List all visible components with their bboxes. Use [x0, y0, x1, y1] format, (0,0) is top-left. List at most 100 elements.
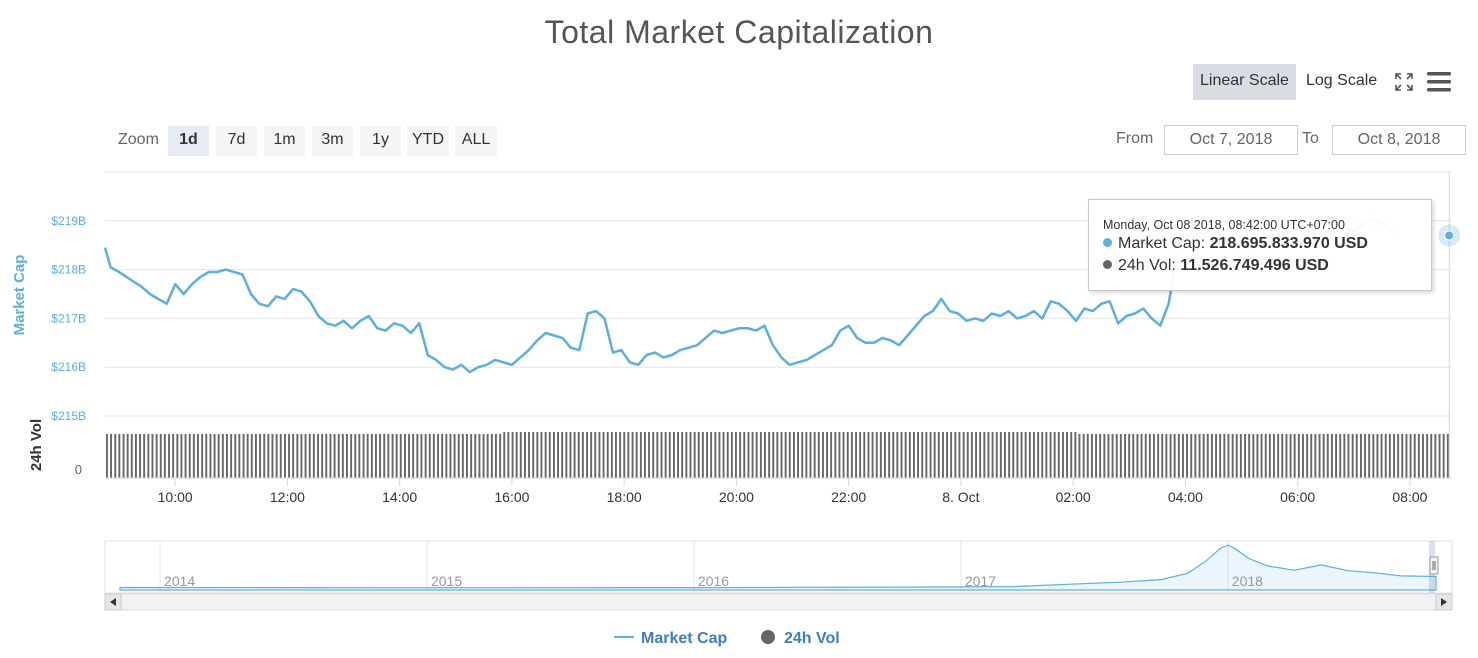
from-date-input[interactable]: Oct 7, 2018 [1164, 125, 1298, 155]
vol-bar [284, 434, 286, 478]
vol-bar [1206, 434, 1209, 478]
vol-bar [192, 434, 195, 478]
tooltip-market-cap-row: Market Cap: 218.695.833.970 USD [1103, 235, 1368, 253]
navigator-scrollbar[interactable] [104, 593, 1453, 611]
vol-bar [1326, 434, 1329, 478]
vol-bar [1215, 434, 1217, 478]
navigator-area [119, 544, 1437, 591]
fullscreen-icon[interactable] [1394, 72, 1414, 92]
vol-bar [1339, 434, 1342, 478]
vol-bar [1124, 434, 1126, 478]
scroll-right-arrow-icon [1441, 598, 1447, 606]
vol-bar [784, 432, 787, 478]
vol-bar [586, 432, 588, 478]
vol-bar [979, 432, 982, 478]
navigator-handle[interactable] [1429, 556, 1439, 575]
vol-bar [1074, 432, 1077, 478]
y-tick-label: $216B [51, 360, 86, 374]
vol-bar [110, 434, 112, 478]
zoom-1m-button[interactable]: 1m [264, 126, 305, 156]
vol-bar [1086, 434, 1089, 478]
vol-bar [188, 434, 191, 478]
vol-bar [1285, 434, 1288, 478]
to-date-input[interactable]: Oct 8, 2018 [1332, 125, 1466, 155]
vol-bar [424, 434, 427, 478]
vol-bar [122, 434, 125, 478]
zoom-ytd-button[interactable]: YTD [407, 126, 449, 156]
vol-bar [1409, 434, 1412, 478]
log-scale-button[interactable]: Log Scale [1306, 72, 1378, 89]
vol-bar [1144, 434, 1147, 478]
zoom-7d-button[interactable]: 7d [216, 126, 257, 156]
zoom-3m-button[interactable]: 3m [312, 126, 353, 156]
zoom-all-button[interactable]: ALL [455, 126, 497, 156]
vol-bar [544, 432, 547, 478]
vol-bar [1115, 434, 1118, 478]
vol-bar [1057, 432, 1060, 478]
vol-bar [1306, 434, 1309, 478]
vol-bar [1016, 432, 1019, 478]
vol-bar [1033, 432, 1035, 478]
vol-bar [1293, 434, 1296, 478]
linear-scale-button[interactable]: Linear Scale [1193, 64, 1296, 100]
vol-bar [809, 432, 812, 478]
vol-bar [217, 434, 220, 478]
vol-bar [1364, 434, 1366, 478]
vol-bar [205, 434, 208, 478]
vol-bar [1248, 434, 1251, 478]
vol-bar [250, 434, 253, 478]
vol-bar [1190, 434, 1193, 478]
x-tick-label: 18:00 [607, 489, 642, 505]
vol-bar [759, 432, 762, 478]
vol-bar [958, 432, 961, 478]
vol-bar [532, 432, 535, 478]
vol-bar [987, 432, 990, 478]
from-label: From [1116, 130, 1154, 147]
vol-bar [573, 432, 576, 478]
vol-bar [404, 434, 406, 478]
vol-bar [163, 434, 166, 478]
vol-bar [606, 432, 609, 478]
vol-bar [126, 434, 129, 478]
vol-bar [950, 432, 953, 478]
legend-vol-label: 24h Vol [784, 630, 840, 647]
vol-bar [1161, 434, 1164, 478]
vol-bar [946, 432, 948, 478]
vol-bar [130, 434, 133, 478]
vol-bar [768, 432, 771, 478]
hover-point [1444, 230, 1455, 241]
vol-bar [478, 434, 481, 478]
scroll-left-arrow-icon [110, 598, 116, 606]
vol-bar [1289, 434, 1292, 478]
vol-bar [325, 434, 328, 478]
vol-bar [495, 434, 497, 478]
vol-bar [648, 432, 650, 478]
vol-bar [553, 432, 555, 478]
zoom-1d-button[interactable]: 1d [168, 126, 209, 156]
vol-bar [917, 432, 919, 478]
legend-market-cap[interactable]: Market Cap [614, 630, 727, 648]
vol-bar [263, 434, 266, 478]
vol-bar [292, 434, 295, 478]
vol-bar [697, 432, 700, 478]
x-tick-label: 8. Oct [942, 489, 979, 505]
menu-icon[interactable] [1426, 71, 1452, 93]
vol-bar [842, 432, 845, 478]
y-tick-label: $219B [51, 214, 86, 228]
vol-bar [230, 434, 233, 478]
vol-bar [341, 434, 344, 478]
vol-bar [1062, 432, 1064, 478]
market-cap-chart[interactable]: $215B $216B $217B $218B $219B Market Cap 24h… [0, 0, 1478, 620]
tooltip: Monday, Oct 08 2018, 08:42:00 UTC+07:00 … [1088, 199, 1432, 291]
legend-24h-vol[interactable]: 24h Vol [761, 630, 840, 648]
vol-bar [346, 434, 348, 478]
vol-bar [813, 432, 816, 478]
zoom-1y-button[interactable]: 1y [360, 126, 401, 156]
vol-bar [1273, 434, 1275, 478]
vol-bar [168, 434, 170, 478]
y-axis-title-24h-vol: 24h Vol [28, 419, 45, 471]
vol-bar [693, 432, 696, 478]
vol-bar [1194, 434, 1197, 478]
vol-bar [970, 432, 973, 478]
vol-bar [1434, 434, 1437, 478]
